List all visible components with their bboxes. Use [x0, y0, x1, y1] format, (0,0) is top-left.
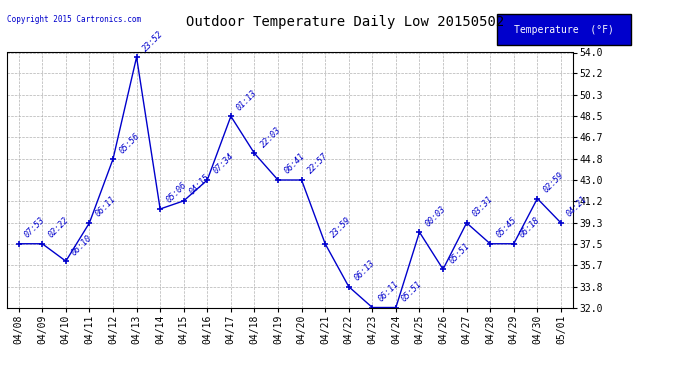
Text: 05:06: 05:06	[164, 181, 188, 205]
Text: 01:13: 01:13	[235, 88, 259, 112]
Text: 06:41: 06:41	[282, 152, 306, 176]
Text: 02:22: 02:22	[46, 216, 70, 240]
Text: 02:59: 02:59	[542, 170, 566, 194]
Text: 07:53: 07:53	[23, 216, 47, 240]
Text: 06:13: 06:13	[353, 258, 377, 282]
Text: 05:51: 05:51	[447, 241, 471, 265]
Text: 22:03: 22:03	[259, 125, 283, 149]
Text: 05:56: 05:56	[117, 131, 141, 155]
Text: 22:57: 22:57	[306, 152, 330, 176]
Text: 04:21: 04:21	[565, 195, 589, 219]
Text: 07:34: 07:34	[211, 152, 235, 176]
Text: 05:45: 05:45	[494, 216, 518, 240]
Text: Outdoor Temperature Daily Low 20150502: Outdoor Temperature Daily Low 20150502	[186, 15, 504, 29]
Text: 23:59: 23:59	[329, 216, 353, 240]
Text: Temperature  (°F): Temperature (°F)	[514, 25, 614, 34]
Text: 23:52: 23:52	[141, 29, 165, 53]
Text: Copyright 2015 Cartronics.com: Copyright 2015 Cartronics.com	[7, 15, 141, 24]
Text: 06:10: 06:10	[70, 233, 94, 257]
Text: 05:51: 05:51	[400, 279, 424, 303]
Text: 00:03: 00:03	[424, 204, 448, 228]
Text: 03:31: 03:31	[471, 195, 495, 219]
Text: 06:18: 06:18	[518, 216, 542, 240]
Text: 06:11: 06:11	[94, 195, 117, 219]
Text: 04:15: 04:15	[188, 172, 212, 197]
Text: 06:11: 06:11	[377, 279, 400, 303]
